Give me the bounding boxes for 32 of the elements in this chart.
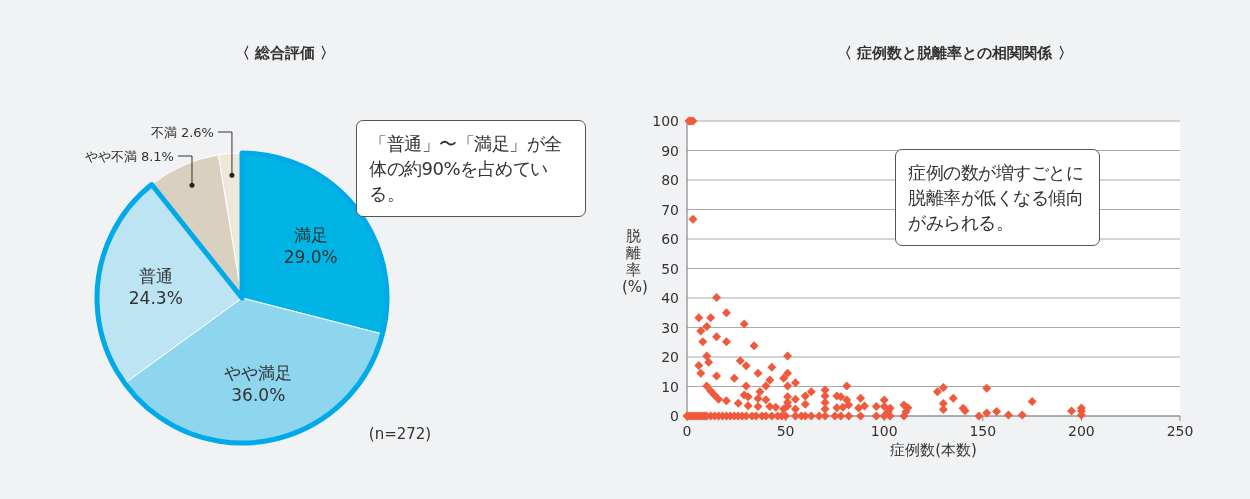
x-tick-label: 150: [969, 423, 997, 439]
y-tick-label: 0: [670, 408, 679, 424]
data-label: 24.3%: [128, 288, 183, 309]
x-tick-label: 50: [776, 423, 795, 439]
data-label: 29.0%: [283, 246, 338, 267]
y-tick-label: 60: [661, 231, 679, 247]
x-tick-label: 100: [870, 423, 898, 439]
slice-label: 普通: [138, 266, 173, 287]
annotation: 症例の数が増すごとに脱離率が低くなる傾向がみられる。: [895, 149, 1100, 246]
text: 「普通」〜「満足」が全体の約90%を占めている。: [356, 120, 586, 217]
y-tick-label: 30: [661, 319, 679, 336]
chart-title: 〈 総合評価 〉: [233, 44, 337, 63]
y-tick-label: 90: [661, 142, 679, 159]
text: (n=272): [367, 425, 433, 443]
x-tick-label: 200: [1068, 423, 1095, 439]
x-axis-title: 症例数(本数): [889, 441, 978, 460]
y-tick-label: 70: [661, 201, 679, 218]
slice-label: やや満足: [224, 363, 293, 384]
data-label: 36.0%: [231, 385, 286, 406]
y-tick-label: 40: [661, 290, 679, 306]
chart-title: 〈 症例数と脱離率との相関関係 〉: [836, 44, 1074, 63]
y-tick-label: 80: [661, 172, 679, 188]
x-tick-label: 250: [1166, 423, 1194, 439]
x-tick-label: 0: [682, 423, 692, 439]
y-tick-label: 20: [661, 349, 679, 365]
y-tick-label: 10: [661, 378, 679, 395]
y-axis-title: 脱離率(%): [622, 227, 648, 296]
slice-label: やや不満 8.1%: [84, 149, 174, 164]
y-tick-label: 50: [661, 260, 679, 277]
slice-label: 不満 2.6%: [150, 125, 214, 140]
slice-label: 満足: [293, 224, 328, 245]
y-tick-label: 100: [652, 113, 679, 129]
